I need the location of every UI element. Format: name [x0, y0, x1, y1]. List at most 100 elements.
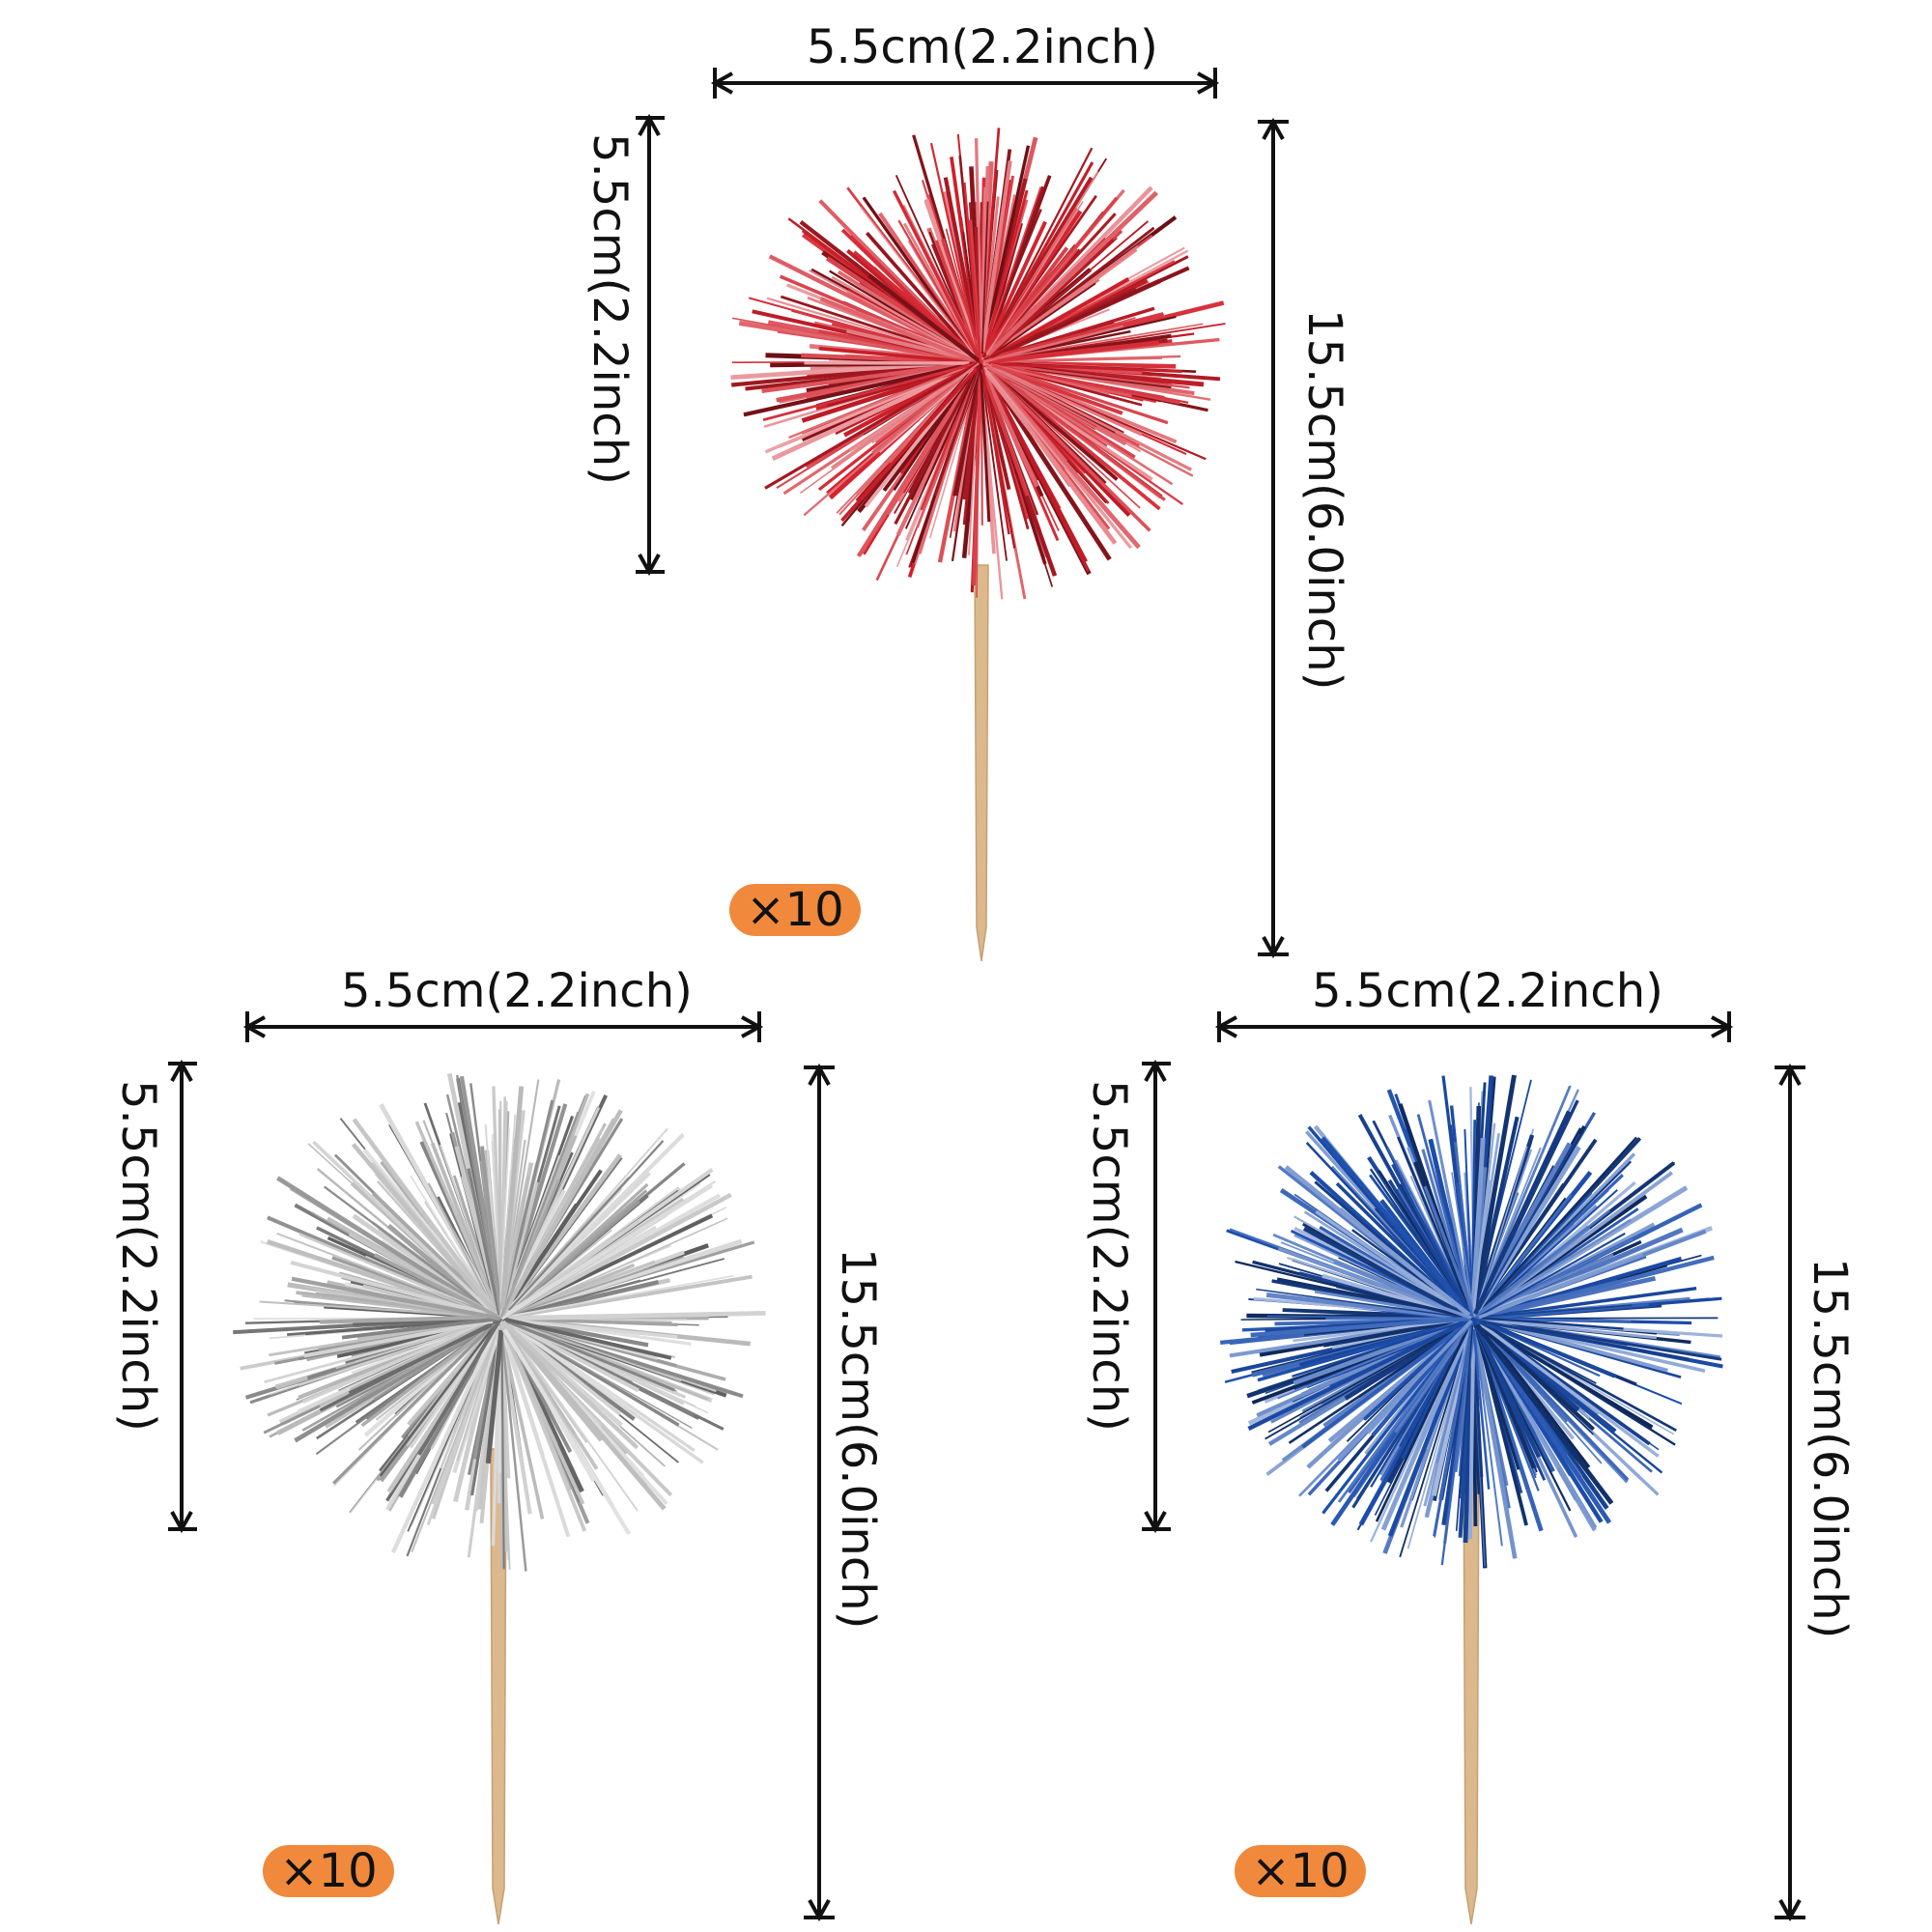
tinsel-strand [499, 1317, 666, 1378]
tinsel-strand [1330, 1165, 1474, 1320]
blue-topper-stick [1463, 1448, 1480, 1925]
tinsel-strand [315, 1288, 495, 1321]
tinsel-strand [855, 362, 980, 497]
tinsel-strand [375, 1321, 498, 1482]
blue-height-label: 5.5cm(2.2inch) [1082, 1080, 1136, 1432]
tinsel-strand [980, 367, 1058, 577]
tinsel-strand [986, 266, 1190, 359]
tinsel-strand [344, 1282, 493, 1319]
tinsel-strand [1386, 1147, 1471, 1309]
tinsel-strand [1371, 1320, 1473, 1437]
tinsel-strand [315, 1319, 500, 1456]
tinsel-strand [409, 1319, 500, 1449]
tinsel-strand [1248, 1297, 1463, 1318]
tinsel-strand [1473, 1134, 1535, 1310]
tinsel-strand [500, 1320, 639, 1450]
tinsel-strand [979, 361, 1047, 565]
tinsel-strand [500, 1103, 568, 1314]
tinsel-strand [1474, 1152, 1531, 1310]
tinsel-strand [298, 1318, 495, 1400]
tinsel-strand [1475, 1112, 1597, 1314]
tinsel-strand [985, 364, 1174, 486]
tinsel-strand [1293, 1226, 1464, 1315]
tinsel-strand [501, 1187, 623, 1318]
tinsel-strand [895, 175, 980, 358]
tinsel-strand [859, 206, 979, 360]
tinsel-strand [989, 277, 1130, 359]
tinsel-strand [1478, 1222, 1656, 1319]
tinsel-strand [836, 367, 977, 514]
tinsel-strand [982, 325, 1124, 364]
tinsel-strand [916, 366, 980, 528]
tinsel-strand [249, 1319, 494, 1405]
tinsel-strand [985, 190, 1158, 356]
tinsel-strand [1224, 1318, 1466, 1383]
tinsel-strand [1476, 1321, 1617, 1434]
tinsel-strand [264, 1317, 500, 1384]
tinsel-strand [743, 361, 974, 417]
tinsel-strand [406, 1320, 500, 1447]
tinsel-strand [1473, 1319, 1629, 1484]
tinsel-strand [504, 1207, 727, 1317]
tinsel-strand [853, 261, 973, 356]
tinsel-strand [895, 371, 980, 536]
tinsel-strand [509, 1321, 639, 1393]
tinsel-strand [929, 142, 980, 359]
tinsel-strand [348, 1323, 493, 1395]
tinsel-strand [981, 362, 1163, 499]
tinsel-strand [1477, 1304, 1614, 1320]
tinsel-strand [370, 1161, 501, 1320]
tinsel-strand [1337, 1321, 1472, 1503]
tinsel-strand [1482, 1302, 1662, 1321]
tinsel-strand [813, 321, 972, 362]
tinsel-strand [452, 1141, 502, 1318]
tinsel-strand [1379, 1199, 1471, 1317]
tinsel-strand [1327, 1325, 1467, 1443]
tinsel-strand [1477, 1328, 1572, 1512]
tinsel-strand [503, 1279, 660, 1321]
tinsel-strand [1428, 1099, 1474, 1315]
tinsel-strand [1434, 1323, 1474, 1471]
tinsel-strand [500, 1137, 602, 1317]
tinsel-strand [1472, 1318, 1675, 1435]
tinsel-strand [907, 240, 980, 358]
tinsel-strand [276, 1176, 497, 1319]
tinsel-strand [1299, 1317, 1472, 1331]
tinsel-strand [290, 1260, 494, 1318]
tinsel-strand [982, 228, 1123, 361]
tinsel-strand [981, 340, 1159, 365]
tinsel-strand [843, 361, 980, 438]
tinsel-strand [1337, 1321, 1470, 1435]
tinsel-strand [408, 1321, 498, 1425]
tinsel-strand [1271, 1279, 1473, 1321]
tinsel-strand [962, 361, 982, 526]
tinsel-strand [979, 179, 1011, 360]
tinsel-strand [1473, 1165, 1557, 1316]
tinsel-strand [504, 1211, 668, 1319]
tinsel-strand [508, 1320, 659, 1337]
tinsel-strand [980, 362, 1110, 504]
tinsel-strand [981, 361, 1197, 373]
tinsel-strand [502, 1321, 636, 1421]
tinsel-strand [371, 1191, 497, 1313]
tinsel-strand [1231, 1317, 1472, 1375]
tinsel-strand [983, 365, 1132, 550]
tinsel-strand [472, 1321, 502, 1460]
tinsel-strand [503, 1325, 577, 1473]
tinsel-strand [325, 1317, 502, 1429]
tinsel-strand [506, 1320, 724, 1431]
tinsel-strand [1337, 1261, 1470, 1319]
tinsel-strand [445, 1094, 500, 1311]
tinsel-strand [499, 1127, 510, 1317]
tinsel-strand [878, 212, 981, 361]
tinsel-strand [1472, 1165, 1548, 1317]
tinsel-strand [949, 367, 981, 538]
tinsel-strand [1455, 1324, 1474, 1531]
tinsel-strand [377, 1180, 499, 1318]
tinsel-strand [983, 371, 1060, 542]
tinsel-strand [980, 278, 1100, 363]
tinsel-strand [989, 363, 1165, 401]
tinsel-strand [385, 1319, 502, 1502]
tinsel-strand [501, 1278, 670, 1321]
tinsel-strand [968, 368, 980, 555]
